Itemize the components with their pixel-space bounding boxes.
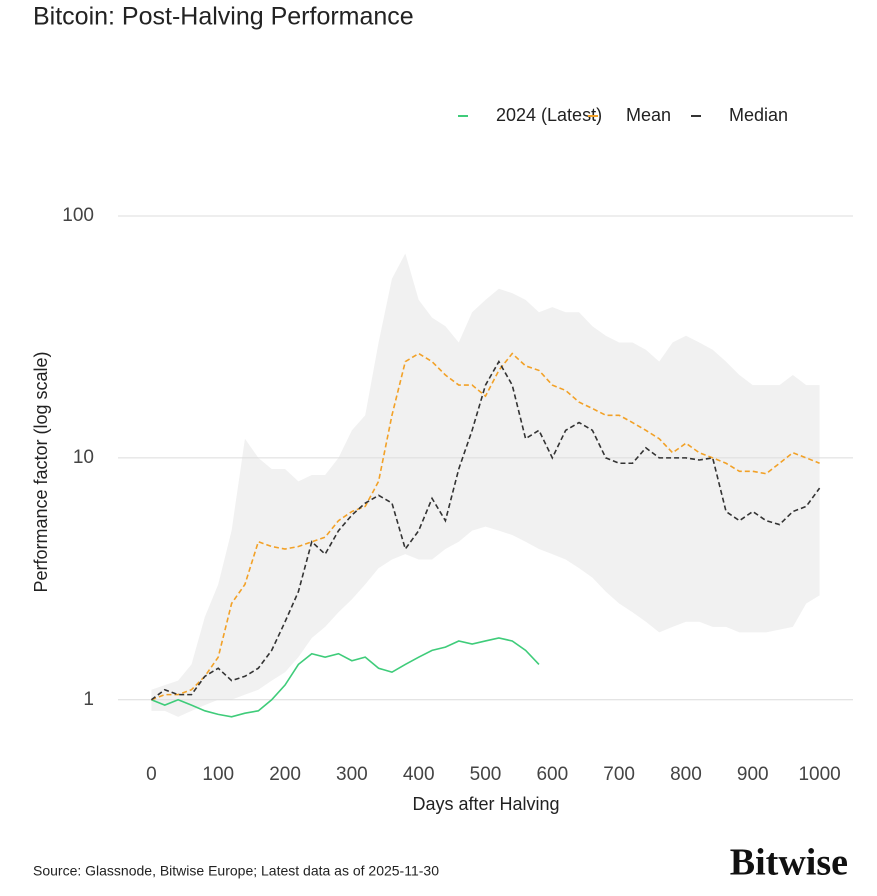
data-line bbox=[151, 637, 540, 718]
y-axis-label: Performance factor (log scale) bbox=[31, 351, 51, 592]
y-tick-label: 1 bbox=[83, 689, 94, 710]
legend-label: Median bbox=[729, 105, 788, 125]
brand-logo: Bitwise bbox=[730, 842, 848, 884]
x-tick-label: 500 bbox=[470, 764, 502, 785]
x-tick-label: 700 bbox=[603, 764, 635, 785]
x-tick-label: 100 bbox=[202, 764, 234, 785]
legend-label: 2024 (Latest) bbox=[496, 105, 602, 125]
x-tick-label: 600 bbox=[536, 764, 568, 785]
x-tick-label: 400 bbox=[403, 764, 435, 785]
x-tick-label: 0 bbox=[146, 764, 157, 785]
x-tick-label: 200 bbox=[269, 764, 301, 785]
y-tick-label: 10 bbox=[73, 447, 94, 468]
data-line bbox=[150, 360, 821, 701]
x-axis-label: Days after Halving bbox=[412, 794, 559, 814]
source-note: Source: Glassnode, Bitwise Europe; Lates… bbox=[33, 863, 439, 879]
y-tick-label: 100 bbox=[62, 205, 94, 226]
data-line bbox=[151, 352, 820, 701]
chart-title: Bitcoin: Post-Halving Performance bbox=[33, 3, 414, 31]
x-tick-label: 1000 bbox=[798, 764, 840, 785]
range-band bbox=[151, 253, 820, 717]
x-tick-label: 800 bbox=[670, 764, 702, 785]
legend-label: Mean bbox=[626, 105, 671, 125]
x-tick-label: 900 bbox=[737, 764, 769, 785]
x-tick-label: 300 bbox=[336, 764, 368, 785]
